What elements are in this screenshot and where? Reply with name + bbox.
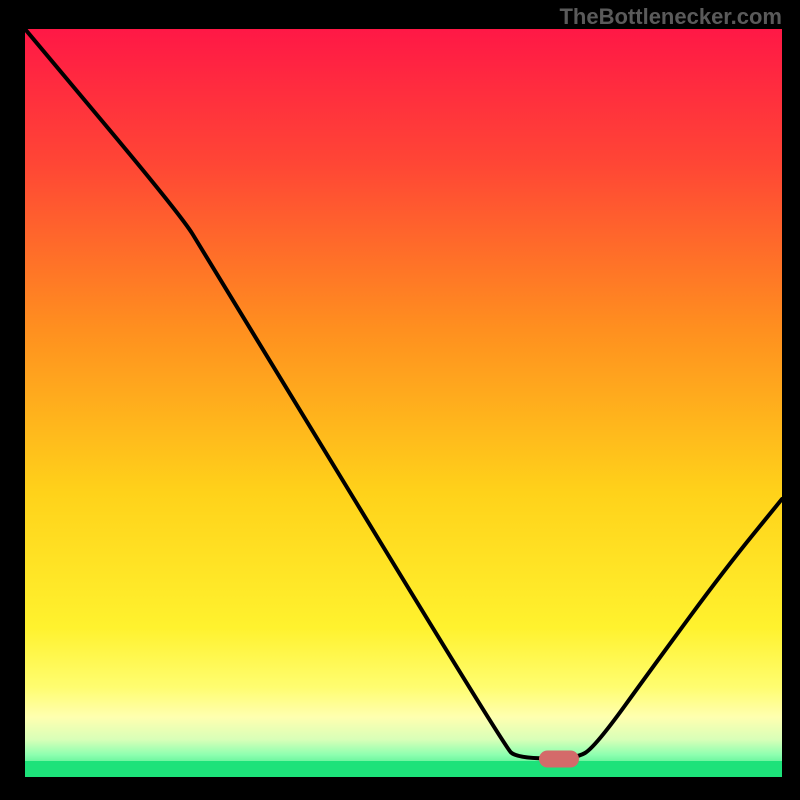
attribution-text: TheBottlenecker.com <box>559 4 782 30</box>
chart-plot-area <box>25 29 782 777</box>
bottleneck-curve <box>25 29 782 777</box>
current-config-marker <box>539 751 579 768</box>
